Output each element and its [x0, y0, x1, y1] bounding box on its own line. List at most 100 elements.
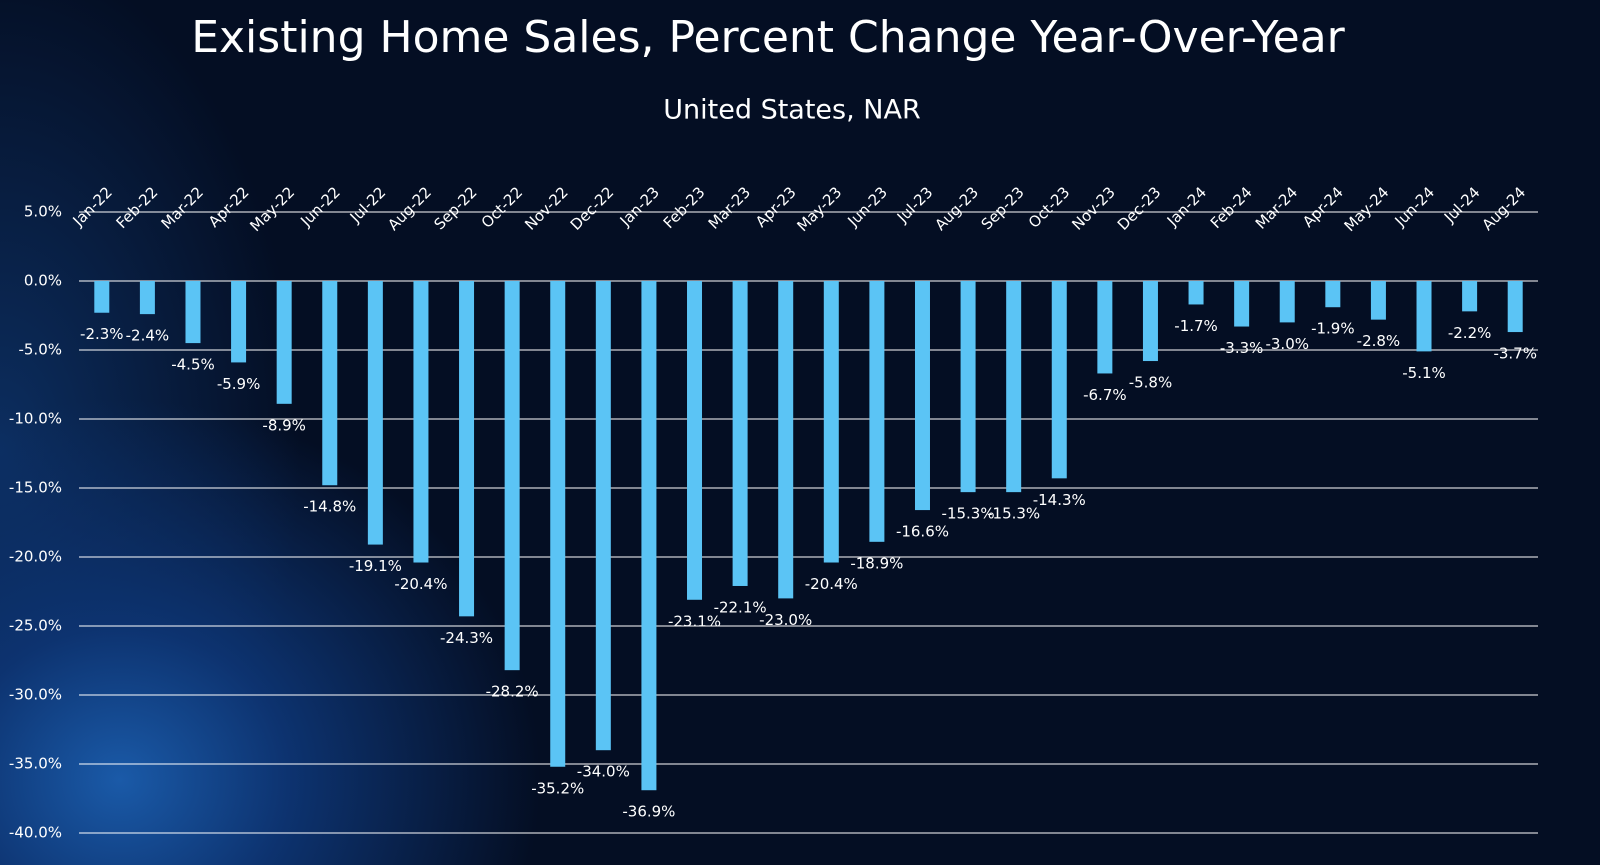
chart-subtitle: United States, NAR [663, 95, 920, 126]
bar [322, 281, 338, 486]
x-tick-label: Mar-22 [158, 183, 207, 232]
x-tick-label: Jul-24 [1440, 183, 1484, 227]
x-tick-label: Feb-22 [113, 183, 162, 232]
x-tick-label: Apr-22 [205, 183, 253, 231]
data-label: -2.8% [1357, 332, 1401, 350]
data-label: -19.1% [349, 557, 402, 575]
data-label: -1.9% [1311, 320, 1355, 338]
data-label: -3.3% [1220, 339, 1264, 357]
bar [504, 281, 520, 671]
bar [823, 281, 839, 563]
y-tick-label: -5.0% [18, 341, 62, 359]
x-tick-label: Nov-22 [521, 183, 571, 233]
bar [1325, 281, 1341, 308]
x-tick-label: Apr-24 [1299, 183, 1347, 231]
x-tick-label: Feb-23 [660, 183, 709, 232]
data-label: -23.0% [759, 611, 812, 629]
data-label: -15.3% [942, 505, 995, 523]
bar [778, 281, 794, 599]
data-label: -20.4% [805, 575, 858, 593]
bar [139, 281, 155, 315]
data-label: -24.3% [440, 629, 493, 647]
x-tick-label: Apr-23 [752, 183, 800, 231]
x-tick-label: Oct-23 [1025, 183, 1073, 231]
bar [1142, 281, 1158, 362]
x-tick-label: Sep-22 [431, 183, 481, 233]
data-label: -14.3% [1033, 491, 1086, 509]
data-label: -23.1% [668, 612, 721, 630]
data-label: -36.9% [622, 803, 675, 821]
bar [367, 281, 383, 545]
x-tick-label: Sep-23 [978, 183, 1028, 233]
bar [869, 281, 885, 542]
data-label: -3.7% [1493, 345, 1537, 363]
x-tick-label: May-22 [246, 183, 298, 235]
x-tick-label: Jun-22 [296, 183, 343, 230]
bar [1507, 281, 1523, 333]
x-tick-label: Jan-23 [616, 183, 663, 230]
chart-title: Existing Home Sales, Percent Change Year… [191, 12, 1345, 63]
bar [459, 281, 475, 617]
x-tick-label: Aug-22 [384, 183, 435, 234]
bar [550, 281, 566, 767]
bar [1416, 281, 1432, 352]
y-tick-label: -30.0% [9, 686, 62, 704]
bar [1051, 281, 1067, 479]
bar [185, 281, 201, 344]
data-label: -4.5% [171, 356, 215, 374]
bar [1006, 281, 1022, 493]
bar [641, 281, 657, 791]
y-tick-label: -20.0% [9, 548, 62, 566]
data-label: -5.8% [1129, 374, 1173, 392]
x-tick-label: May-23 [794, 183, 846, 235]
bar [94, 281, 110, 313]
data-label: -1.7% [1174, 317, 1218, 335]
y-tick-label: -25.0% [9, 617, 62, 635]
x-tick-label: Mar-24 [1252, 183, 1301, 232]
x-tick-label: Feb-24 [1207, 183, 1256, 232]
bar [276, 281, 292, 404]
x-tick-label: Jan-22 [69, 183, 116, 230]
bar [1188, 281, 1204, 305]
bar [413, 281, 429, 563]
y-tick-label: 5.0% [24, 203, 62, 221]
data-label: -20.4% [394, 575, 447, 593]
x-tick-label: Jun-23 [844, 183, 891, 230]
bar [687, 281, 703, 600]
data-label: -2.4% [126, 327, 170, 345]
bar [1234, 281, 1250, 327]
data-label: -16.6% [896, 523, 949, 541]
x-tick-label: Mar-23 [705, 183, 754, 232]
data-label: -8.9% [262, 416, 306, 434]
bar [732, 281, 748, 586]
bar [960, 281, 976, 493]
x-tick-label: Jun-24 [1391, 183, 1438, 230]
data-label: -28.2% [486, 683, 539, 701]
bar [1279, 281, 1295, 323]
bar [231, 281, 247, 363]
data-label: -18.9% [850, 554, 903, 572]
y-tick-label: -40.0% [9, 824, 62, 842]
data-label: -2.3% [80, 325, 124, 343]
x-tick-label: Jul-22 [346, 183, 390, 227]
bar [1097, 281, 1113, 374]
x-tick-label: Aug-23 [931, 183, 982, 234]
x-tick-label: Aug-24 [1478, 183, 1529, 234]
y-tick-label: -35.0% [9, 755, 62, 773]
bar [1462, 281, 1478, 312]
data-label: -15.3% [987, 505, 1040, 523]
bar [595, 281, 611, 751]
data-label: -35.2% [531, 779, 584, 797]
bar [1370, 281, 1386, 320]
x-tick-label: Jul-23 [893, 183, 937, 227]
data-label: -5.1% [1402, 364, 1446, 382]
data-label: -3.0% [1265, 335, 1309, 353]
y-tick-label: -15.0% [9, 479, 62, 497]
x-tick-label: Oct-22 [478, 183, 526, 231]
x-tick-label: Jan-24 [1163, 183, 1210, 230]
data-label: -2.2% [1448, 324, 1492, 342]
x-tick-label: Dec-23 [1114, 183, 1165, 234]
y-tick-label: 0.0% [24, 272, 62, 290]
